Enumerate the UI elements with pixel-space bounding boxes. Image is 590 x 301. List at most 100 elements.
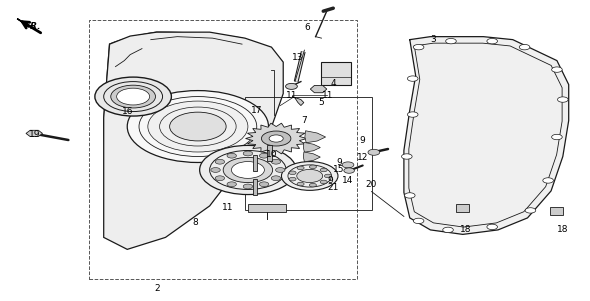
Circle shape — [297, 169, 323, 183]
Circle shape — [271, 176, 281, 181]
Text: 11: 11 — [322, 91, 333, 100]
Text: 2: 2 — [154, 284, 159, 293]
Text: 21: 21 — [327, 183, 339, 192]
Polygon shape — [305, 131, 326, 143]
Circle shape — [223, 157, 273, 183]
Text: FR.: FR. — [25, 22, 41, 31]
Text: 12: 12 — [357, 154, 368, 163]
Circle shape — [243, 151, 253, 156]
Circle shape — [408, 112, 418, 117]
Circle shape — [231, 162, 264, 178]
Circle shape — [297, 166, 304, 170]
Circle shape — [519, 45, 530, 50]
Polygon shape — [17, 19, 29, 27]
Text: 8: 8 — [192, 218, 198, 227]
Text: 9: 9 — [360, 135, 366, 144]
Circle shape — [281, 162, 338, 190]
Circle shape — [408, 76, 418, 81]
Polygon shape — [26, 130, 42, 137]
Polygon shape — [303, 152, 320, 162]
Text: 15: 15 — [333, 166, 345, 175]
Text: 9: 9 — [336, 158, 342, 167]
Bar — [322, 62, 351, 85]
Circle shape — [543, 178, 553, 183]
Text: 11: 11 — [286, 91, 298, 100]
Text: 5: 5 — [319, 98, 324, 107]
Circle shape — [286, 83, 297, 89]
Text: 18: 18 — [557, 225, 569, 234]
Bar — [89, 20, 357, 279]
Text: 11: 11 — [222, 203, 233, 212]
Circle shape — [271, 159, 281, 164]
Text: 10: 10 — [266, 150, 277, 160]
Bar — [253, 179, 257, 195]
Text: 18: 18 — [460, 225, 471, 234]
Bar — [253, 155, 257, 172]
Bar — [550, 206, 563, 215]
Bar — [248, 204, 286, 212]
Circle shape — [289, 177, 296, 181]
Circle shape — [227, 182, 237, 187]
Text: 7: 7 — [301, 116, 307, 125]
Circle shape — [261, 131, 291, 146]
Text: 3: 3 — [431, 35, 436, 44]
Text: 13: 13 — [292, 53, 304, 62]
Bar — [245, 97, 372, 210]
Polygon shape — [292, 97, 304, 106]
Circle shape — [297, 182, 304, 186]
Circle shape — [111, 85, 156, 108]
Circle shape — [170, 112, 226, 141]
Circle shape — [405, 193, 415, 198]
Circle shape — [414, 45, 424, 50]
Circle shape — [215, 159, 225, 164]
Text: 19: 19 — [29, 129, 41, 138]
Circle shape — [487, 39, 497, 44]
Text: 17: 17 — [251, 106, 263, 115]
Circle shape — [324, 174, 332, 178]
Circle shape — [117, 88, 150, 105]
Circle shape — [148, 101, 248, 152]
Circle shape — [320, 168, 327, 172]
Circle shape — [309, 183, 316, 187]
Circle shape — [227, 153, 237, 158]
Text: 16: 16 — [122, 107, 133, 116]
Circle shape — [260, 153, 269, 158]
Circle shape — [344, 168, 355, 173]
Circle shape — [289, 171, 296, 175]
Circle shape — [269, 135, 283, 142]
Circle shape — [276, 168, 285, 172]
Text: 20: 20 — [366, 181, 377, 189]
Circle shape — [402, 154, 412, 159]
Circle shape — [260, 182, 269, 187]
Circle shape — [445, 39, 456, 44]
Circle shape — [552, 67, 562, 72]
Text: 6: 6 — [304, 23, 310, 32]
Circle shape — [414, 218, 424, 224]
Circle shape — [558, 97, 568, 102]
Circle shape — [243, 184, 253, 189]
Circle shape — [199, 145, 296, 194]
Circle shape — [368, 149, 380, 155]
Polygon shape — [404, 37, 569, 234]
Circle shape — [487, 224, 497, 230]
PathPatch shape — [104, 32, 280, 248]
Text: 4: 4 — [330, 79, 336, 88]
Circle shape — [320, 180, 327, 184]
Circle shape — [215, 176, 225, 181]
Text: 9: 9 — [327, 176, 333, 185]
Polygon shape — [310, 85, 327, 93]
Text: 14: 14 — [342, 176, 353, 185]
Polygon shape — [303, 142, 320, 152]
Circle shape — [442, 227, 453, 233]
Circle shape — [211, 168, 220, 172]
Polygon shape — [245, 123, 307, 154]
Circle shape — [127, 91, 268, 163]
Bar — [267, 144, 272, 161]
Circle shape — [525, 208, 536, 213]
Circle shape — [95, 77, 171, 116]
Circle shape — [342, 162, 354, 168]
Bar — [455, 203, 468, 212]
Circle shape — [309, 165, 316, 169]
Polygon shape — [104, 32, 283, 249]
Circle shape — [552, 134, 562, 140]
